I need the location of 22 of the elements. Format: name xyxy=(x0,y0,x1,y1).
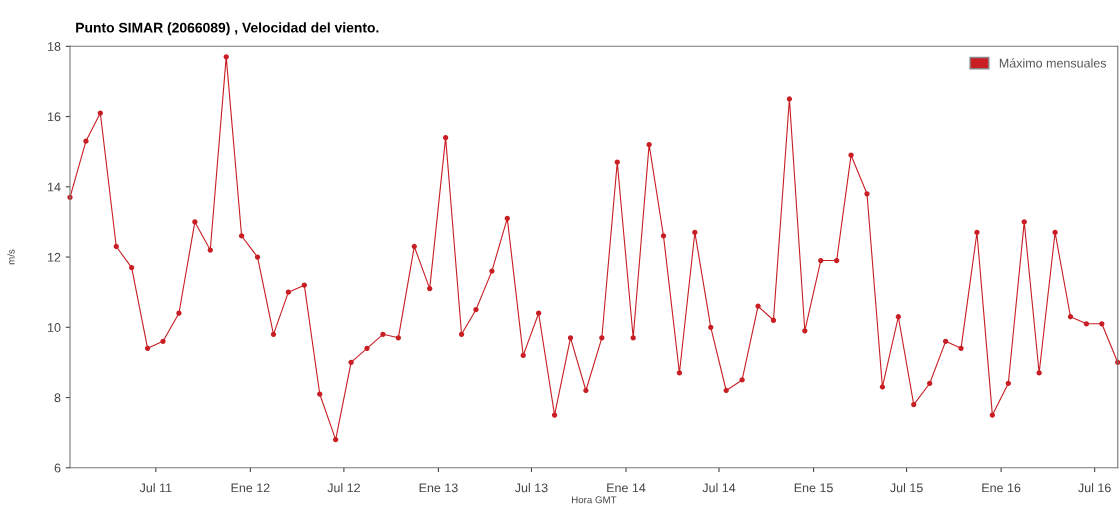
chart-title: Punto SIMAR (2066089) , Velocidad del viento. xyxy=(76,22,379,36)
y-axis-title: m/s xyxy=(7,249,15,265)
y-tick-label: 10 xyxy=(48,323,61,332)
y-tick-label: 12 xyxy=(48,252,61,262)
x-tick-label: Jul 11 xyxy=(139,483,172,493)
y-tick-label: 18 xyxy=(48,42,61,51)
y-tick-label: 16 xyxy=(48,112,61,122)
x-tick-label: Jul 15 xyxy=(890,483,923,493)
y-tick-label: 6 xyxy=(54,463,61,473)
x-tick-label: Ene 14 xyxy=(607,483,646,493)
x-tick-label: Ene 13 xyxy=(419,483,458,493)
x-tick-label: Ene 12 xyxy=(231,483,270,493)
y-tick-label: 14 xyxy=(48,182,61,192)
x-tick-label: Jul 14 xyxy=(702,483,736,493)
x-axis-title: Hora GMT xyxy=(571,496,617,504)
x-tick-label: Jul 16 xyxy=(1078,483,1111,493)
x-tick-label: Ene 16 xyxy=(982,483,1021,493)
x-tick-label: Jul 13 xyxy=(514,483,548,493)
y-tick-label: 8 xyxy=(54,393,61,403)
x-tick-label: Jul 12 xyxy=(327,483,360,493)
x-tick-label: Ene 15 xyxy=(794,483,833,493)
legend-label: Máximo mensuales xyxy=(999,58,1107,68)
